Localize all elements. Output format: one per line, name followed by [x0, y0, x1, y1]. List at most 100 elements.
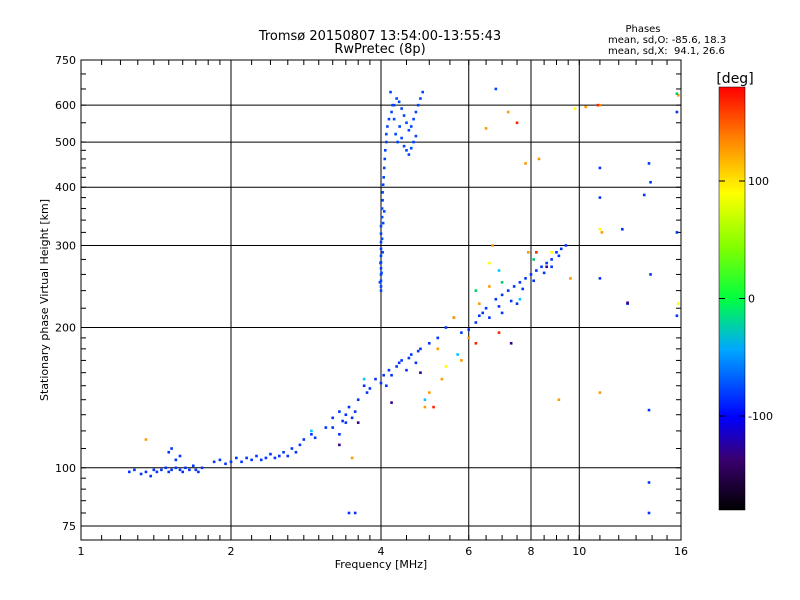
data-point — [414, 361, 418, 365]
data-point — [344, 413, 348, 417]
chart-subtitle: RwPretec (8p) — [334, 42, 425, 57]
data-point — [647, 481, 651, 484]
data-point — [170, 447, 173, 450]
data-point — [387, 368, 391, 372]
data-point — [381, 191, 384, 194]
data-point — [414, 134, 418, 138]
data-point — [497, 305, 501, 308]
data-point — [524, 162, 527, 165]
data-point — [286, 454, 290, 458]
data-point — [395, 97, 398, 100]
data-point — [245, 456, 248, 460]
data-point — [379, 240, 383, 244]
data-point — [423, 398, 427, 402]
data-point — [381, 198, 384, 202]
data-point — [391, 103, 394, 107]
data-point — [379, 254, 383, 258]
data-point — [382, 373, 385, 377]
data-point — [405, 368, 408, 372]
data-point — [338, 443, 341, 447]
data-point — [379, 285, 383, 288]
data-point — [409, 353, 413, 356]
data-point — [240, 460, 243, 464]
data-point — [598, 227, 602, 231]
data-point — [382, 176, 385, 179]
data-point — [409, 125, 413, 128]
data-point — [380, 207, 384, 210]
data-point — [152, 468, 156, 472]
data-point — [532, 258, 535, 261]
data-point — [380, 237, 384, 241]
data-point — [255, 454, 258, 458]
data-point — [350, 456, 354, 460]
data-point — [400, 136, 403, 140]
x-tick-label: 1 — [78, 545, 85, 558]
data-point — [127, 470, 131, 474]
data-point — [387, 117, 391, 121]
data-point — [407, 153, 411, 156]
data-point — [467, 328, 471, 331]
data-point — [412, 117, 415, 121]
data-point — [197, 470, 200, 474]
data-point — [545, 261, 548, 265]
data-point — [542, 271, 546, 275]
data-point — [386, 125, 389, 128]
data-point — [456, 353, 459, 356]
data-point — [452, 316, 456, 319]
data-point — [379, 247, 383, 251]
data-point — [298, 443, 302, 447]
data-point — [353, 410, 357, 413]
data-point — [440, 377, 444, 381]
colorbar-ticks: 100 0 -100 — [719, 175, 773, 423]
data-point — [506, 289, 510, 292]
data-point — [621, 227, 624, 231]
data-point — [259, 458, 263, 462]
data-point — [557, 398, 561, 402]
data-point — [397, 361, 401, 365]
colorbar-tick-label: -100 — [748, 410, 773, 423]
data-point — [675, 314, 679, 318]
data-point — [535, 269, 538, 272]
data-point — [416, 103, 420, 107]
data-point — [344, 421, 348, 424]
data-point — [282, 450, 285, 454]
data-point — [178, 468, 182, 472]
phases-x-line: mean, sd,X: 94.1, 26.6 — [608, 46, 725, 57]
data-point — [160, 468, 163, 472]
data-point — [400, 107, 403, 110]
data-point — [383, 149, 387, 152]
data-point — [310, 429, 313, 433]
data-point — [409, 146, 413, 150]
y-tick-label: 100 — [55, 462, 76, 475]
y-tick-label: 75 — [62, 520, 76, 533]
x-tick-label: 8 — [528, 545, 535, 558]
data-point — [414, 110, 418, 114]
data-point — [421, 90, 424, 94]
y-tick-label: 500 — [55, 136, 76, 149]
data-point — [155, 470, 159, 474]
grid-lines — [81, 60, 681, 540]
data-point — [509, 299, 513, 303]
data-point — [396, 140, 399, 144]
data-point — [676, 93, 680, 97]
data-point — [532, 279, 535, 283]
data-point — [139, 472, 143, 476]
data-point — [379, 289, 383, 292]
x-tick-label: 16 — [674, 545, 688, 558]
data-point — [362, 384, 366, 388]
data-point — [515, 121, 519, 125]
data-point — [294, 450, 298, 454]
data-point — [353, 511, 357, 515]
data-point — [331, 416, 335, 420]
data-point — [174, 458, 178, 462]
data-point — [460, 331, 463, 334]
data-point — [584, 105, 587, 109]
data-point — [379, 224, 383, 228]
data-point — [557, 254, 561, 258]
colorbar-tick-label: 0 — [748, 293, 755, 306]
data-point — [526, 251, 530, 254]
data-point — [419, 371, 422, 374]
x-tick-label: 4 — [378, 545, 385, 558]
phases-title: Phases — [625, 24, 660, 35]
data-point — [488, 285, 491, 288]
